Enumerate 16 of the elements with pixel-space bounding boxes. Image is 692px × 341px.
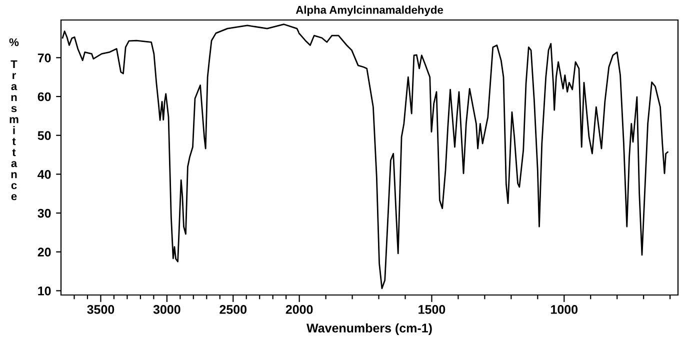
y-tick-label: 30 (38, 208, 51, 218)
y-tick-label: 20 (38, 248, 51, 257)
chart-title: Alpha Amylcinnamaldehyde (296, 6, 444, 16)
y-tick-label: 70 (38, 53, 51, 62)
x-tick-label: 1000 (551, 305, 578, 314)
x-axis-title: Wavenumbers (cm-1) (306, 323, 432, 335)
x-tick-label: 1500 (418, 305, 446, 314)
x-tick-label: 2500 (220, 305, 247, 314)
y-tick-label: 40 (38, 170, 51, 179)
x-tick-label: 2000 (286, 305, 313, 314)
y-tick-label: 10 (38, 286, 51, 296)
y-tick-label: 60 (38, 92, 51, 102)
x-tick-label: 3500 (87, 305, 114, 314)
x-tick-label: 3000 (153, 305, 180, 314)
y-tick-label: 50 (38, 131, 51, 140)
text: % Transmittance (9, 38, 19, 200)
